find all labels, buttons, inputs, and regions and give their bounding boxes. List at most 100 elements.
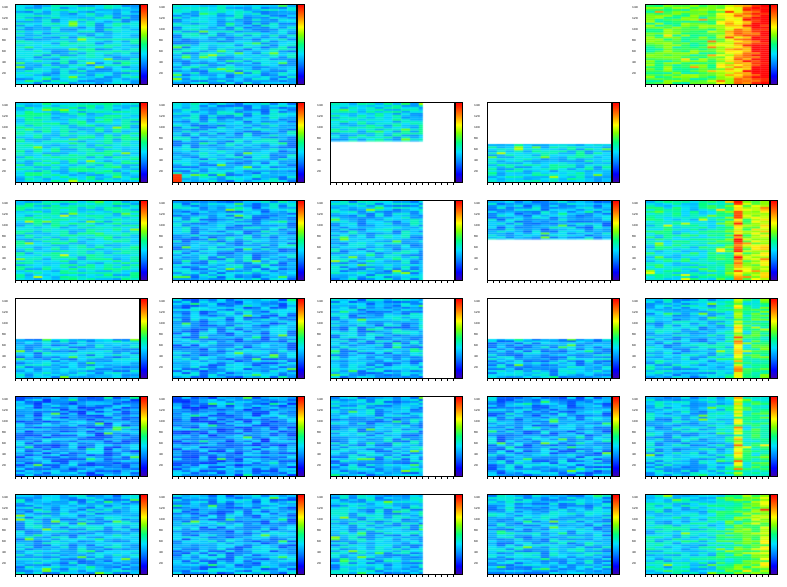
x-tick xyxy=(178,477,179,479)
heatmap-plot-area xyxy=(487,494,612,575)
x-tick xyxy=(567,379,568,381)
x-axis-ticks xyxy=(330,379,455,382)
x-tick xyxy=(731,281,732,283)
x-tick xyxy=(447,183,448,185)
x-tick xyxy=(283,85,284,87)
color-scale-bar xyxy=(455,200,463,281)
x-tick xyxy=(64,85,65,87)
y-tick-label: 80 xyxy=(2,136,6,140)
x-tick xyxy=(518,379,519,381)
y-tick-label: 40 xyxy=(2,452,6,456)
y-tick-label: 140 xyxy=(159,201,165,205)
x-tick xyxy=(89,183,90,185)
x-tick xyxy=(579,183,580,185)
y-tick-label: 60 xyxy=(474,343,478,347)
x-tick xyxy=(585,575,586,577)
x-tick xyxy=(264,281,265,283)
x-tick xyxy=(536,575,537,577)
heatmap-cells xyxy=(488,201,611,280)
x-tick xyxy=(670,85,671,87)
heatmap-panel-r2c3: 140 120 100 80 60 40 20 xyxy=(315,98,470,186)
x-tick xyxy=(138,281,139,283)
x-tick xyxy=(416,183,417,185)
x-tick xyxy=(707,477,708,479)
x-tick xyxy=(367,575,368,577)
x-tick xyxy=(505,183,506,185)
y-tick-label: 40 xyxy=(2,60,6,64)
x-tick xyxy=(398,183,399,185)
x-tick xyxy=(530,281,531,283)
y-tick-label: 140 xyxy=(159,103,165,107)
x-tick xyxy=(725,575,726,577)
x-tick xyxy=(670,281,671,283)
x-tick xyxy=(107,183,108,185)
x-tick xyxy=(392,183,393,185)
x-tick xyxy=(530,575,531,577)
y-tick-label: 40 xyxy=(474,256,478,260)
x-tick xyxy=(694,85,695,87)
y-tick-label: 80 xyxy=(474,234,478,238)
x-tick xyxy=(756,477,757,479)
x-tick xyxy=(95,575,96,577)
y-tick-label: 40 xyxy=(632,354,636,358)
y-tick-label: 80 xyxy=(2,332,6,336)
x-tick xyxy=(585,477,586,479)
x-tick xyxy=(330,477,331,479)
y-tick-label: 80 xyxy=(474,528,478,532)
x-tick xyxy=(203,575,204,577)
x-tick xyxy=(83,379,84,381)
y-tick-label: 140 xyxy=(474,299,480,303)
y-tick-label: 80 xyxy=(2,234,6,238)
x-tick xyxy=(367,281,368,283)
x-tick xyxy=(573,379,574,381)
y-tick-label: 100 xyxy=(317,223,323,227)
heatmap-plot-area xyxy=(15,200,140,281)
x-tick xyxy=(40,183,41,185)
x-tick xyxy=(190,575,191,577)
x-tick xyxy=(700,477,701,479)
x-tick xyxy=(27,281,28,283)
x-tick xyxy=(404,183,405,185)
x-tick xyxy=(21,379,22,381)
x-tick xyxy=(89,477,90,479)
x-tick xyxy=(737,281,738,283)
x-tick xyxy=(215,281,216,283)
heatmap-cells xyxy=(173,5,296,84)
y-tick-label: 20 xyxy=(632,561,636,565)
x-tick xyxy=(499,477,500,479)
x-tick xyxy=(487,379,488,381)
x-tick xyxy=(663,379,664,381)
y-tick-label: 20 xyxy=(159,561,163,565)
y-tick-label: 80 xyxy=(632,234,636,238)
x-tick xyxy=(33,85,34,87)
x-tick xyxy=(336,379,337,381)
y-tick-label: 40 xyxy=(317,550,321,554)
heatmap-cells xyxy=(646,397,769,476)
x-tick xyxy=(107,85,108,87)
y-tick-label: 80 xyxy=(159,38,163,42)
heatmap-cells xyxy=(646,495,769,574)
x-tick xyxy=(610,183,611,185)
x-tick xyxy=(737,575,738,577)
heatmap-cells xyxy=(173,299,296,378)
color-scale-bar xyxy=(455,396,463,477)
x-tick xyxy=(240,183,241,185)
x-tick xyxy=(258,183,259,185)
x-tick xyxy=(676,477,677,479)
color-scale-bar xyxy=(612,102,620,183)
y-tick-label: 140 xyxy=(2,397,8,401)
x-tick xyxy=(367,379,368,381)
x-tick xyxy=(234,379,235,381)
x-tick xyxy=(651,281,652,283)
color-scale-bar xyxy=(140,298,148,379)
x-tick xyxy=(404,379,405,381)
y-tick-label: 20 xyxy=(474,561,478,565)
x-tick xyxy=(379,575,380,577)
x-tick xyxy=(719,477,720,479)
y-tick-label: 140 xyxy=(474,201,480,205)
x-axis-ticks xyxy=(330,477,455,480)
y-tick-label: 100 xyxy=(632,27,638,31)
heatmap-cells xyxy=(173,495,296,574)
x-tick xyxy=(221,85,222,87)
heatmap-panel-r3c4: 140 120 100 80 60 40 20 xyxy=(472,196,627,284)
